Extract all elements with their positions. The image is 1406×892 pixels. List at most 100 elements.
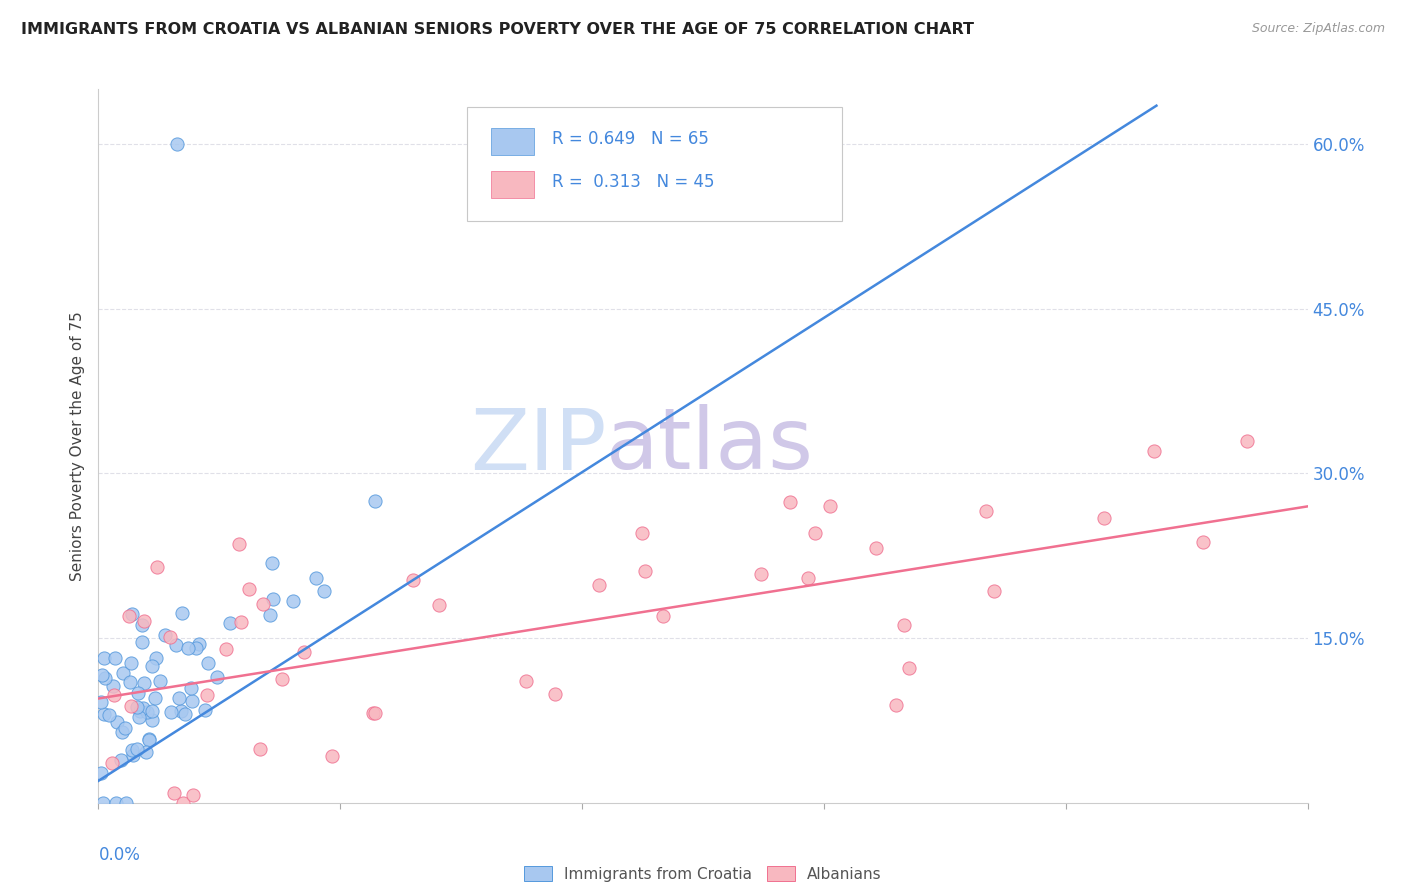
Point bbox=[125, 741, 148, 756]
Point bbox=[634, 564, 657, 578]
Y-axis label: Seniors Poverty Over the Age of 75: Seniors Poverty Over the Age of 75 bbox=[70, 311, 86, 581]
Point bbox=[173, 707, 195, 722]
Point bbox=[249, 742, 271, 756]
Point bbox=[631, 526, 654, 541]
Point bbox=[104, 796, 127, 810]
Point bbox=[194, 702, 217, 716]
Point bbox=[215, 642, 238, 657]
Point bbox=[127, 699, 149, 714]
Point bbox=[231, 615, 253, 629]
Text: atlas: atlas bbox=[606, 404, 814, 488]
Point bbox=[884, 698, 907, 712]
Point bbox=[305, 571, 328, 585]
Point bbox=[118, 675, 141, 690]
Point bbox=[103, 688, 125, 702]
Point bbox=[167, 691, 190, 706]
Point bbox=[143, 690, 166, 705]
Point bbox=[1192, 535, 1215, 549]
Text: ZIP: ZIP bbox=[470, 404, 606, 488]
Point bbox=[976, 504, 998, 518]
Point bbox=[983, 584, 1005, 599]
Point bbox=[163, 786, 186, 800]
Point bbox=[93, 707, 115, 722]
FancyBboxPatch shape bbox=[467, 107, 842, 221]
Point bbox=[177, 641, 200, 656]
Point bbox=[170, 704, 193, 718]
Point bbox=[112, 665, 135, 680]
Point bbox=[129, 704, 152, 718]
Point bbox=[515, 673, 537, 688]
Point bbox=[543, 687, 565, 701]
Point bbox=[181, 788, 204, 802]
Point bbox=[93, 651, 115, 665]
Point bbox=[238, 582, 260, 596]
Point bbox=[402, 573, 425, 587]
Point bbox=[132, 700, 155, 714]
Point bbox=[90, 695, 112, 709]
Point bbox=[132, 615, 155, 629]
Point bbox=[141, 704, 163, 718]
Point bbox=[865, 541, 887, 556]
Point bbox=[90, 766, 112, 780]
Point bbox=[1092, 511, 1115, 525]
Point bbox=[101, 680, 124, 694]
Text: R = 0.649   N = 65: R = 0.649 N = 65 bbox=[553, 130, 709, 148]
Point bbox=[104, 650, 127, 665]
Point bbox=[262, 591, 284, 606]
Point bbox=[114, 721, 136, 735]
Point bbox=[131, 618, 153, 632]
Point bbox=[114, 796, 136, 810]
Point bbox=[197, 688, 219, 702]
Point bbox=[1236, 434, 1258, 448]
Point bbox=[134, 745, 156, 759]
Point bbox=[364, 706, 387, 720]
Point bbox=[314, 583, 336, 598]
Point bbox=[111, 725, 134, 739]
Point bbox=[797, 571, 820, 585]
Point bbox=[93, 796, 115, 810]
Point bbox=[259, 608, 281, 623]
Text: IMMIGRANTS FROM CROATIA VS ALBANIAN SENIORS POVERTY OVER THE AGE OF 75 CORRELATI: IMMIGRANTS FROM CROATIA VS ALBANIAN SENI… bbox=[21, 22, 974, 37]
Point bbox=[651, 608, 673, 623]
Point bbox=[94, 671, 117, 685]
Point bbox=[166, 137, 188, 152]
Point bbox=[101, 756, 124, 770]
FancyBboxPatch shape bbox=[492, 170, 534, 198]
Point bbox=[97, 707, 120, 722]
Point bbox=[122, 748, 145, 763]
Point bbox=[749, 567, 772, 582]
Point bbox=[893, 617, 915, 632]
Point bbox=[588, 578, 610, 592]
Point bbox=[128, 710, 150, 724]
Point bbox=[107, 714, 129, 729]
Point bbox=[141, 659, 163, 673]
Point bbox=[219, 615, 242, 630]
Point bbox=[188, 637, 211, 651]
Text: R =  0.313   N = 45: R = 0.313 N = 45 bbox=[553, 173, 714, 191]
Point bbox=[252, 598, 274, 612]
Point bbox=[361, 706, 384, 720]
Point bbox=[180, 681, 202, 696]
Point bbox=[186, 641, 208, 656]
Point bbox=[205, 670, 228, 684]
Point bbox=[228, 536, 250, 550]
Point bbox=[127, 686, 149, 700]
FancyBboxPatch shape bbox=[492, 128, 534, 155]
Point bbox=[160, 705, 183, 719]
Point bbox=[897, 661, 920, 675]
Point bbox=[364, 493, 387, 508]
Point bbox=[120, 699, 142, 714]
Point bbox=[136, 706, 159, 720]
Point bbox=[110, 753, 132, 767]
Point bbox=[138, 731, 160, 746]
Point bbox=[131, 635, 153, 649]
Point bbox=[91, 668, 114, 682]
Point bbox=[1142, 443, 1164, 458]
Point bbox=[170, 606, 193, 620]
Point bbox=[165, 638, 187, 652]
Point bbox=[153, 628, 176, 642]
Point bbox=[262, 557, 284, 571]
Point bbox=[180, 694, 202, 708]
Point bbox=[118, 608, 141, 623]
Point bbox=[281, 593, 304, 607]
